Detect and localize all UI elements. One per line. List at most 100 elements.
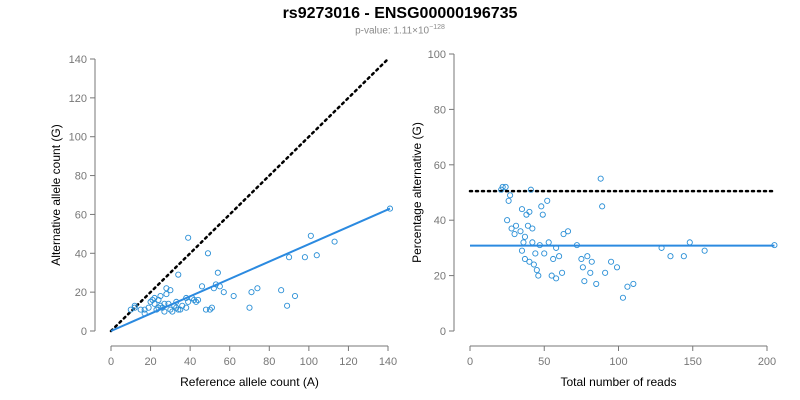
x-tick-label: 200 bbox=[758, 356, 776, 368]
data-point bbox=[526, 208, 533, 215]
data-point bbox=[157, 292, 164, 300]
x-tick-label: 150 bbox=[684, 356, 702, 368]
data-point bbox=[185, 234, 192, 241]
data-point bbox=[208, 304, 215, 311]
y-tick-label: 100 bbox=[69, 132, 87, 144]
data-point bbox=[518, 206, 526, 213]
data-point bbox=[145, 304, 152, 311]
data-point bbox=[230, 292, 237, 300]
data-point bbox=[564, 228, 572, 235]
data-point bbox=[560, 230, 567, 238]
data-point bbox=[202, 306, 210, 313]
pvalue-exponent: −128 bbox=[429, 24, 445, 31]
data-point bbox=[185, 298, 192, 305]
data-point bbox=[680, 253, 687, 260]
data-point bbox=[686, 239, 693, 246]
data-point bbox=[517, 228, 524, 235]
data-point bbox=[587, 269, 594, 276]
y-tick-label: 60 bbox=[75, 209, 87, 221]
y-tick-label: 20 bbox=[434, 271, 446, 283]
data-point bbox=[530, 261, 537, 268]
data-point bbox=[512, 222, 520, 229]
data-point bbox=[204, 250, 211, 257]
data-point bbox=[548, 272, 555, 279]
data-point bbox=[163, 291, 170, 298]
x-tick-label: 40 bbox=[184, 356, 196, 368]
y-tick-label: 40 bbox=[75, 248, 87, 260]
data-point bbox=[524, 222, 531, 229]
x-tick-label: 100 bbox=[300, 356, 318, 368]
y-tick-label: 0 bbox=[440, 326, 446, 338]
data-point bbox=[291, 292, 299, 300]
data-point bbox=[195, 296, 202, 303]
data-point bbox=[169, 308, 176, 315]
data-point bbox=[254, 285, 261, 292]
data-point bbox=[137, 306, 144, 313]
data-point bbox=[193, 298, 200, 305]
data-point bbox=[386, 205, 394, 212]
data-point bbox=[286, 254, 293, 261]
y-axis-label: Alternative allele count (G) bbox=[49, 124, 63, 265]
data-point bbox=[533, 267, 540, 274]
data-point bbox=[131, 304, 138, 311]
data-point bbox=[701, 247, 708, 254]
data-point bbox=[545, 239, 552, 246]
data-point bbox=[284, 302, 291, 309]
data-point bbox=[313, 252, 320, 259]
data-point bbox=[511, 230, 518, 238]
data-point bbox=[161, 300, 168, 307]
reference-line bbox=[109, 57, 390, 333]
y-tick-label: 120 bbox=[69, 93, 87, 105]
x-tick-label: 60 bbox=[224, 356, 236, 368]
data-point bbox=[505, 197, 512, 204]
data-point bbox=[541, 250, 548, 257]
data-point bbox=[593, 280, 600, 287]
data-point bbox=[532, 250, 539, 257]
data-point bbox=[331, 238, 338, 245]
y-tick-label: 40 bbox=[434, 215, 446, 227]
data-point bbox=[624, 283, 631, 290]
x-tick-label: 50 bbox=[538, 356, 550, 368]
data-point bbox=[608, 258, 615, 265]
data-point bbox=[538, 203, 545, 210]
data-point bbox=[521, 255, 528, 263]
data-point bbox=[539, 211, 546, 218]
data-point bbox=[602, 269, 609, 276]
data-point bbox=[619, 294, 627, 301]
x-tick-label: 120 bbox=[339, 356, 357, 368]
data-point bbox=[630, 280, 637, 287]
y-tick-label: 60 bbox=[434, 160, 446, 172]
data-point bbox=[131, 302, 138, 309]
data-point bbox=[161, 308, 168, 315]
data-point bbox=[535, 272, 542, 279]
chart-subtitle: p-value: 1.11×10−128 bbox=[0, 24, 800, 36]
data-point bbox=[507, 192, 514, 199]
data-point bbox=[667, 253, 674, 260]
data-point bbox=[183, 304, 190, 311]
x-tick-label: 80 bbox=[263, 356, 275, 368]
data-point bbox=[579, 264, 586, 271]
data-point bbox=[520, 239, 527, 246]
data-point bbox=[581, 278, 588, 285]
x-tick-label: 0 bbox=[467, 356, 473, 368]
y-tick-label: 0 bbox=[81, 326, 87, 338]
y-tick-label: 100 bbox=[428, 49, 446, 61]
data-point bbox=[214, 269, 221, 276]
data-point bbox=[198, 283, 206, 290]
data-point bbox=[553, 275, 560, 282]
data-point bbox=[246, 304, 253, 311]
data-point bbox=[167, 306, 174, 313]
data-point bbox=[578, 255, 585, 263]
y-tick-label: 20 bbox=[75, 287, 87, 299]
data-point bbox=[191, 296, 198, 303]
x-tick-label: 20 bbox=[144, 356, 156, 368]
data-point bbox=[588, 258, 595, 265]
chart-title: rs9273016 - ENSG00000196735 bbox=[282, 5, 518, 22]
panel-2: 0 50 100 150 200 0 20 40 60 80 100 Total number of … bbox=[410, 49, 778, 389]
x-tick-label: 140 bbox=[379, 356, 397, 368]
fit-line bbox=[110, 207, 391, 332]
data-point bbox=[521, 233, 528, 240]
data-point bbox=[499, 183, 506, 191]
data-point bbox=[529, 225, 536, 232]
